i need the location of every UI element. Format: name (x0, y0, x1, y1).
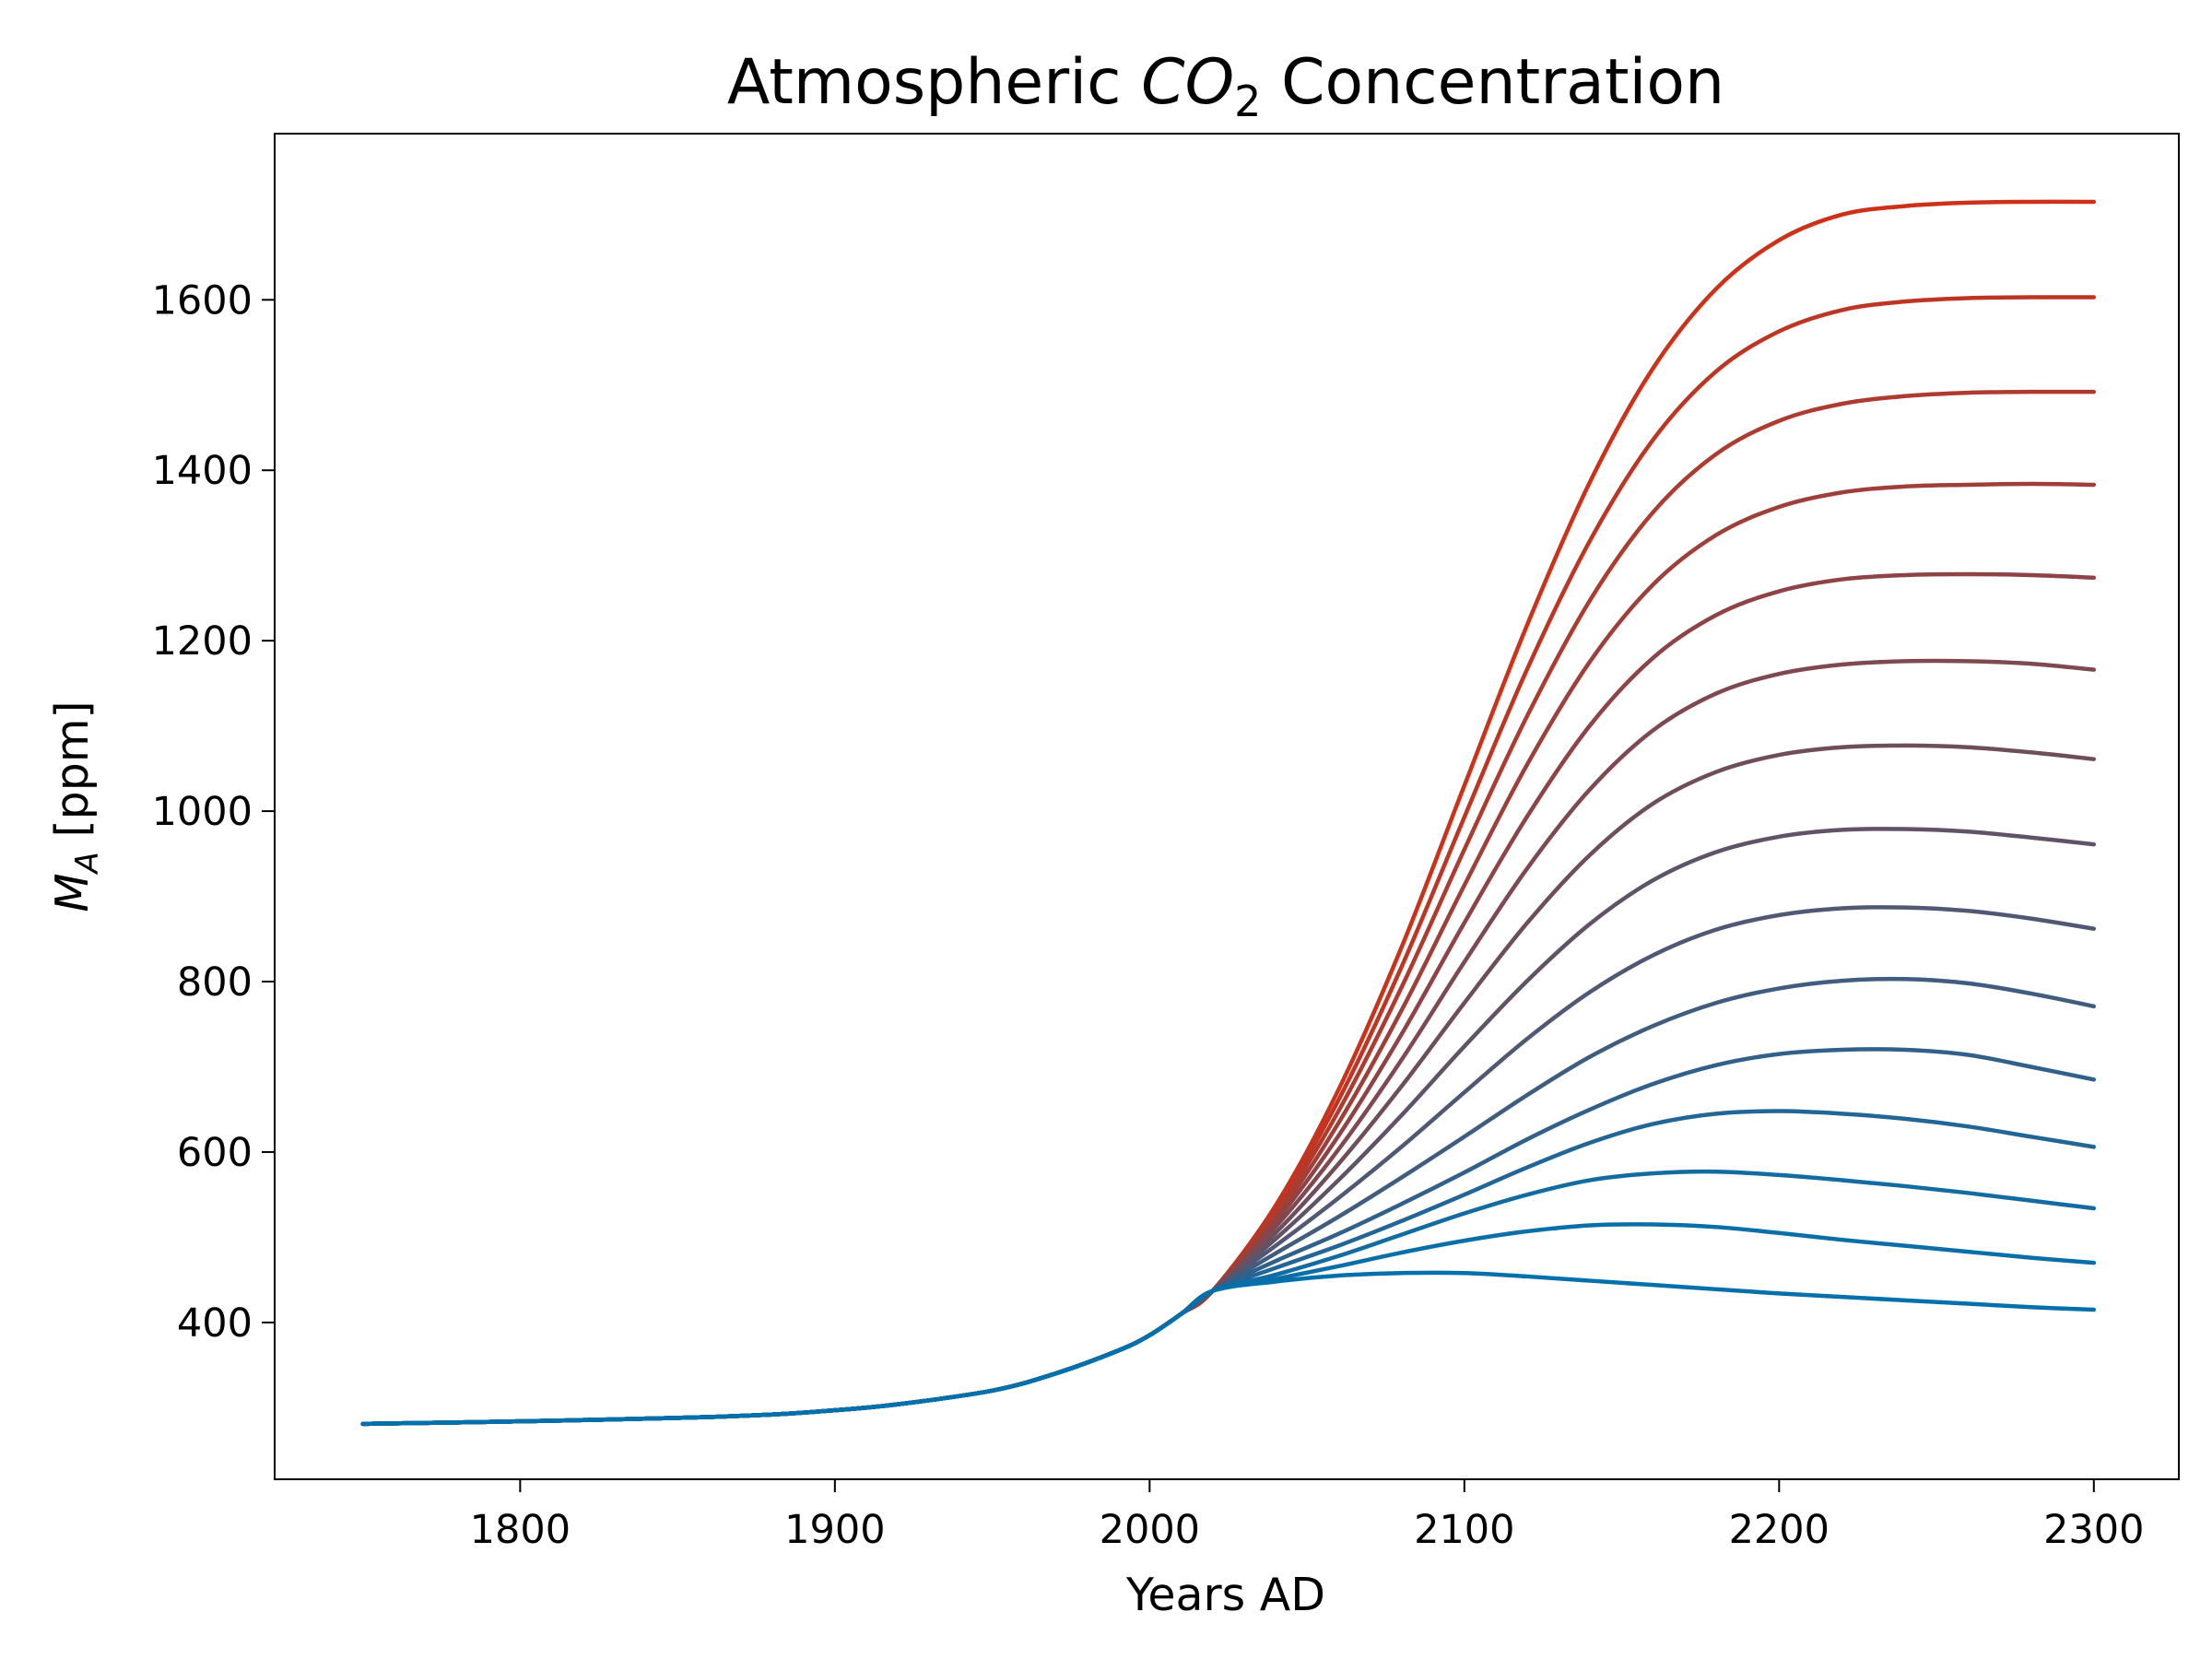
series-line-14 (360, 1222, 2097, 1427)
series-line-2 (360, 295, 2097, 1427)
y-tick-label-800: 800 (177, 959, 253, 1006)
y-tick-label-400: 400 (177, 1300, 253, 1347)
x-tick-label-1800: 1800 (470, 1507, 571, 1553)
series-line-9 (360, 905, 2097, 1427)
chart-title: Atmospheric CO2 Concentration (727, 46, 1724, 126)
plot-frame (274, 133, 2180, 1480)
x-tick-label-2300: 2300 (2043, 1507, 2144, 1553)
x-axis-label: Years AD (1125, 1569, 1325, 1621)
chart-title-prefix: Atmospheric (727, 46, 1141, 119)
series-line-6 (360, 658, 2097, 1427)
x-tick-label-2000: 2000 (1100, 1507, 1200, 1553)
y-tick-label-600: 600 (177, 1130, 253, 1176)
y-tick-label-1200: 1200 (152, 618, 253, 665)
series-line-12 (360, 1109, 2097, 1427)
chart-title-subscript: 2 (1234, 76, 1261, 126)
y-tick-label-1000: 1000 (152, 789, 253, 835)
x-tick-label-1900: 1900 (784, 1507, 885, 1553)
series-line-7 (360, 743, 2097, 1427)
series-line-15 (360, 1270, 2097, 1427)
ticks-group: 1800 1900 2000 2100 2200 2300 400 600 800 1000 120… (152, 277, 2145, 1553)
y-axis-label: MA [ppm] (46, 700, 106, 912)
y-axis-label-suffix: [ppm] (46, 700, 99, 852)
x-tick-label-2200: 2200 (1729, 1507, 1830, 1553)
y-axis-label-math: M (46, 873, 99, 912)
plot-lines (360, 199, 2097, 1427)
series-line-10 (360, 976, 2097, 1427)
chart-title-math: CO (1141, 46, 1234, 119)
chart-title-suffix: Concentration (1261, 46, 1724, 119)
x-tick-label-2100: 2100 (1414, 1507, 1514, 1553)
series-line-11 (360, 1047, 2097, 1427)
y-tick-label-1400: 1400 (152, 448, 253, 494)
series-line-8 (360, 827, 2097, 1427)
y-axis-label-subscript: A (69, 852, 106, 875)
y-tick-label-1600: 1600 (152, 277, 253, 324)
